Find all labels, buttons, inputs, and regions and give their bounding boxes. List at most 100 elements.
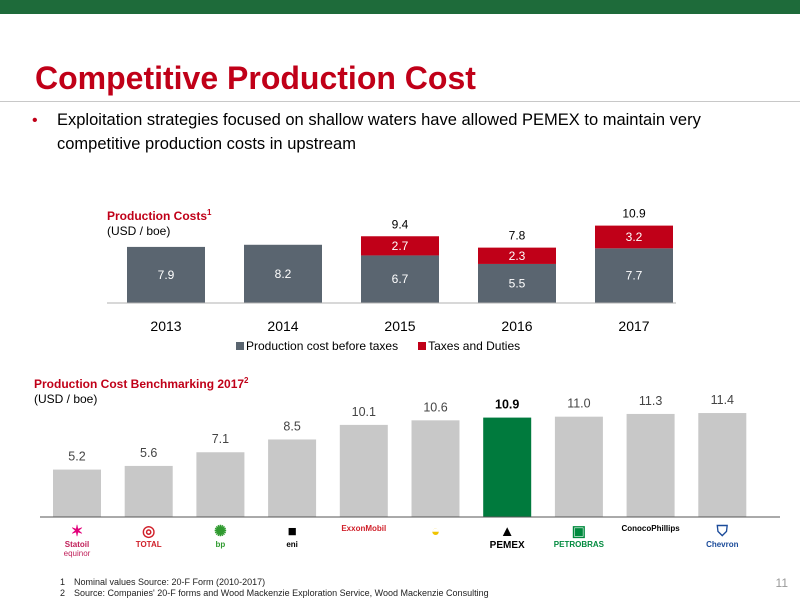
chart2-bar-5 (339, 424, 388, 517)
slide-title: Competitive Production Cost (35, 60, 476, 96)
chart1-data-label-2017-0: 7.7 (626, 269, 643, 283)
chart2-data-label-1: 5.2 (68, 450, 85, 464)
pemex-logo: ▲ PEMEX (473, 523, 541, 552)
chart2-title-text: Production Cost Benchmarking 2017 (34, 377, 245, 391)
chart2-data-label-10: 11.4 (711, 393, 734, 407)
petrobras-logo: ▣ PETROBRAS (545, 523, 613, 550)
chart2-data-label-7: 10.9 (495, 398, 519, 412)
chart1-tick-2013: 2013 (150, 318, 181, 334)
chart1-data-label-2013-0: 7.9 (158, 268, 175, 282)
total-logo-text: TOTAL (135, 540, 162, 549)
chart2-bar-6 (411, 420, 460, 517)
top-accent-bar (0, 0, 800, 14)
bullet-icon: • (32, 112, 38, 129)
legend-swatch-before-taxes (236, 342, 244, 350)
chart2-bar-7 (483, 417, 532, 517)
exxonmobil-logo: ExxonMobil (330, 524, 398, 533)
footnote-1-number: 1 (60, 577, 66, 587)
bp-logo-mark: ✺ (214, 523, 227, 540)
bullet-text: Exploitation strategies focused on shall… (57, 111, 701, 153)
chart1-bar-2016-base (478, 263, 556, 303)
statoil-equinor-logo: ✶ Statoil equinor (43, 523, 111, 559)
eni-logo-text: eni (286, 540, 298, 549)
chart1-footnote-ref: 1 (207, 208, 212, 217)
footnote-2-text: Source: Companies' 20-F forms and Wood M… (74, 588, 489, 598)
footnote-1: 1 Nominal values Source: 20-F Form (2010-… (60, 577, 489, 588)
chevron-logo: ⛉ Chevron (688, 523, 756, 550)
shell-logo: ◒ (402, 524, 470, 540)
pemex-logo-mark: ▲ (499, 523, 515, 540)
chart1-bar-2017-base (595, 248, 673, 303)
footnote-2-number: 2 (60, 588, 66, 598)
chart1-tick-2016: 2016 (501, 318, 532, 334)
chart2-bar-9 (626, 413, 675, 517)
chart1-bar-2017-taxes (595, 225, 673, 249)
title-divider (0, 101, 800, 102)
exxonmobil-logo-text: ExxonMobil (341, 524, 387, 533)
chart1-total-label-2015: 9.4 (392, 217, 409, 231)
conocophillips-logo-text: ConocoPhillips (621, 524, 680, 533)
bp-logo: ✺ bp (186, 523, 254, 550)
conocophillips-logo: ConocoPhillips (617, 524, 685, 533)
chart2-bar-4 (268, 439, 317, 517)
chart1-data-label-2015-0: 6.7 (392, 272, 409, 286)
footnote-1-text: Nominal values Source: 20-F Form (2010-2… (74, 577, 266, 587)
shell-logo-mark: ◒ (430, 523, 441, 540)
chart1-data-label-2016-1: 2.3 (509, 249, 526, 263)
pemex-logo-text: PEMEX (489, 540, 525, 551)
chart2-footnote-ref: 2 (244, 376, 249, 385)
bp-logo-text: bp (215, 540, 226, 549)
chart1-bar-2016-taxes (478, 247, 556, 264)
chart1-bar-2014-base (244, 244, 322, 303)
statoil-equinor-logo-text: Statoil (64, 540, 90, 549)
chart2-unit: (USD / boe) (34, 392, 98, 406)
chart1-tick-2014: 2014 (267, 318, 298, 334)
chevron-logo-mark: ⛉ (716, 523, 728, 540)
petrobras-logo-mark: ▣ (571, 523, 586, 540)
legend-label-before-taxes: Production cost before taxes (246, 339, 399, 353)
chevron-logo-text: Chevron (706, 540, 739, 549)
chart2-data-label-3: 7.1 (212, 432, 229, 446)
chart2-bar-1 (53, 469, 101, 517)
chart1-title: Production Costs1 (107, 208, 211, 223)
footnotes: 1 Nominal values Source: 20-F Form (2010-… (60, 577, 489, 599)
page-number: 11 (775, 576, 788, 590)
chart1-total-label-2017: 10.9 (622, 207, 646, 221)
legend-label-taxes: Taxes and Duties (428, 339, 521, 353)
chart2-data-label-6: 10.6 (423, 400, 447, 414)
chart1-data-label-2017-1: 3.2 (626, 230, 643, 244)
chart2-data-label-4: 8.5 (283, 419, 300, 433)
chart2-data-label-5: 10.1 (352, 405, 376, 419)
chart2-title: Production Cost Benchmarking 20172 (34, 376, 249, 391)
footnote-2: 2 Source: Companies' 20-F forms and Wood … (60, 588, 489, 599)
chart1-total-label-2016: 7.8 (509, 229, 526, 243)
chart1-bar-2015-base (361, 255, 439, 303)
chart1-data-label-2014-0: 8.2 (275, 267, 292, 281)
legend-item-taxes: Taxes and Duties (418, 339, 520, 353)
chart2-bar-2 (124, 465, 173, 517)
chart1-data-label-2015-1: 2.7 (392, 239, 409, 253)
chart1-data-label-2016-0: 5.5 (509, 276, 526, 290)
chart2-bar-8 (554, 416, 603, 517)
petrobras-logo-text: PETROBRAS (553, 540, 604, 549)
chart1-tick-2017: 2017 (618, 318, 649, 334)
legend-item-before-taxes: Production cost before taxes (236, 339, 398, 353)
chart2-data-label-9: 11.3 (639, 394, 662, 408)
chart1-legend: Production cost before taxes Taxes and D… (236, 339, 520, 353)
chart1-title-text: Production Costs (107, 209, 208, 223)
chart1-unit: (USD / boe) (107, 224, 171, 238)
chart1-bar-2013-base (127, 246, 205, 303)
chart1-tick-2015: 2015 (384, 318, 415, 334)
chart2-bar-3 (196, 452, 245, 517)
chart2-bar-10 (698, 413, 747, 517)
total-logo: ◎ TOTAL (115, 524, 183, 550)
legend-swatch-taxes (418, 342, 427, 350)
statoil-equinor-logo-mark: ✶ (70, 523, 84, 540)
chart1-bar-2015-taxes (361, 236, 439, 256)
eni-logo: ■ eni (258, 523, 326, 550)
statoil-equinor-logo-text2: equinor (63, 549, 91, 558)
eni-logo-mark: ■ (287, 523, 297, 540)
chart2-data-label-8: 11.0 (567, 397, 590, 411)
chart2-data-label-2: 5.6 (140, 446, 157, 460)
